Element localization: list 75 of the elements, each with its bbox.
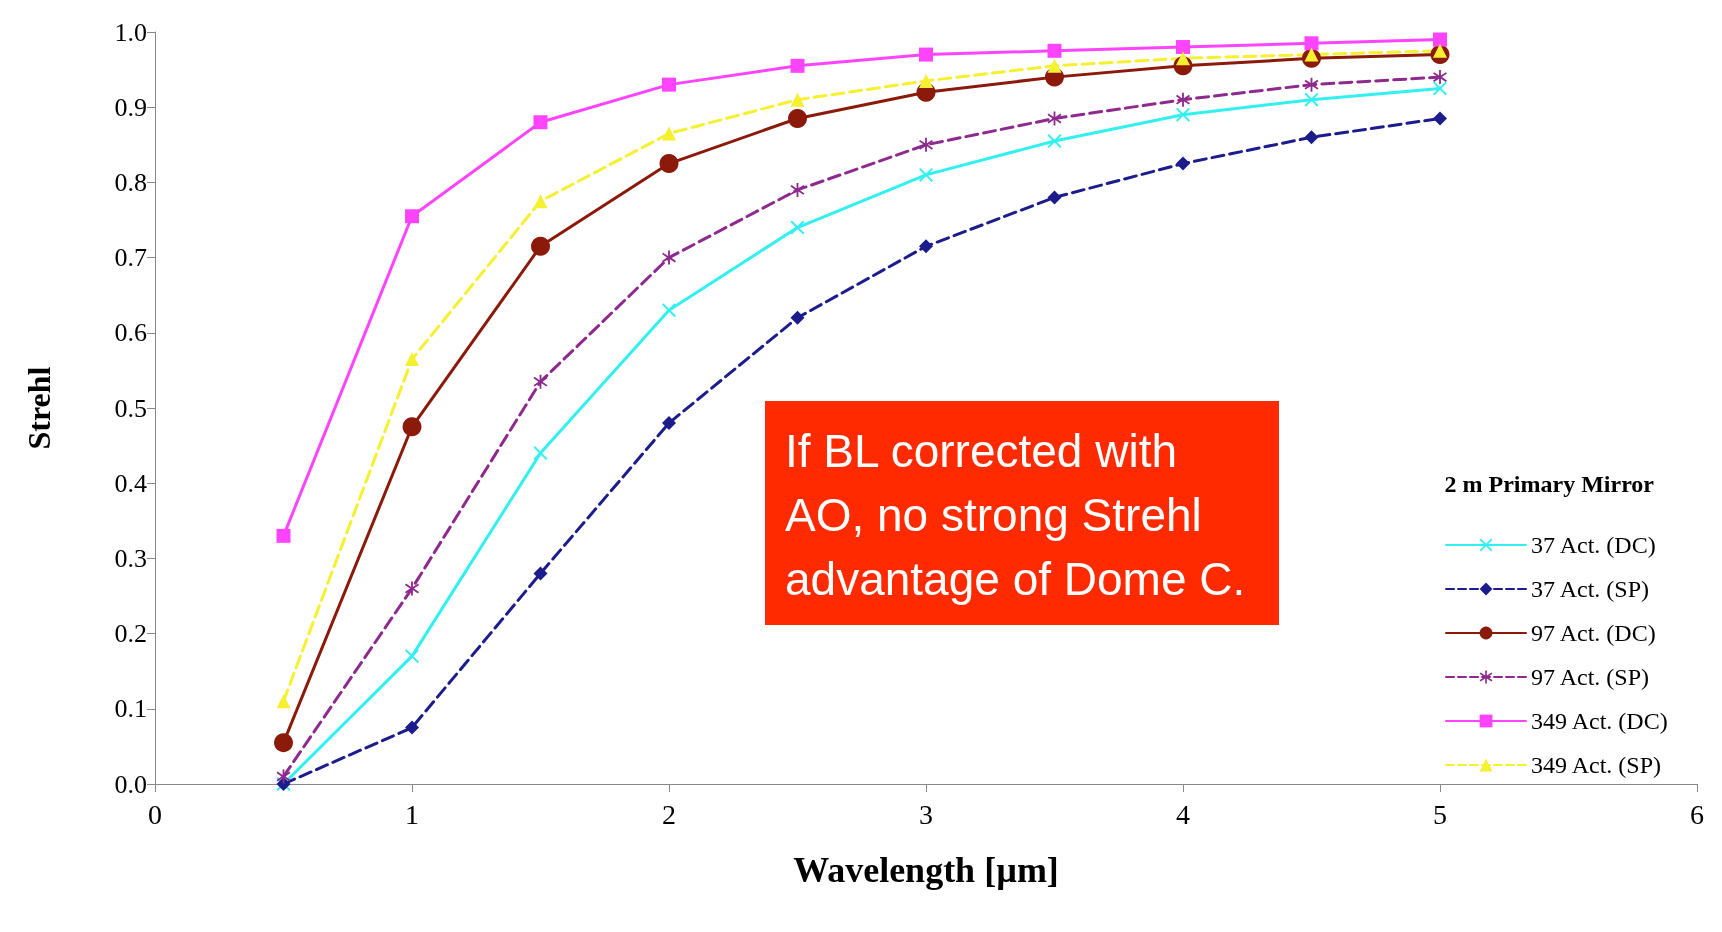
point bbox=[1176, 92, 1190, 107]
y-tick-label: 0.2 bbox=[114, 619, 147, 649]
point bbox=[533, 446, 548, 461]
point bbox=[276, 528, 291, 543]
point bbox=[1047, 43, 1062, 58]
point bbox=[790, 310, 805, 325]
x-tick-label: 0 bbox=[148, 798, 162, 830]
point bbox=[1433, 70, 1447, 85]
point bbox=[662, 250, 676, 265]
point bbox=[919, 137, 933, 152]
point bbox=[1176, 107, 1190, 122]
point bbox=[790, 220, 805, 235]
annotation: If BL corrected with AO, no strong Strehl advantage of Dome C. bbox=[785, 425, 1246, 605]
legend-label: 37 Act. (SP) bbox=[1531, 576, 1650, 602]
x-tick-label: 5 bbox=[1433, 798, 1447, 830]
point bbox=[662, 77, 676, 92]
point bbox=[405, 720, 419, 735]
point bbox=[1433, 111, 1447, 126]
point bbox=[533, 194, 548, 209]
y-tick-label: 0.3 bbox=[114, 543, 147, 573]
point bbox=[1304, 47, 1319, 62]
point bbox=[790, 58, 805, 73]
point bbox=[402, 417, 422, 437]
point bbox=[790, 92, 805, 107]
point bbox=[919, 239, 933, 254]
y-tick-label: 0.1 bbox=[114, 694, 147, 724]
point bbox=[1304, 36, 1319, 51]
legend-title: 2 m Primary Mirror bbox=[1444, 471, 1655, 497]
point bbox=[531, 236, 550, 256]
point bbox=[533, 115, 548, 130]
point bbox=[662, 303, 676, 318]
point bbox=[659, 154, 679, 174]
point bbox=[1047, 190, 1062, 205]
x-tick-label: 6 bbox=[1690, 798, 1704, 830]
point bbox=[405, 209, 419, 224]
point bbox=[405, 581, 419, 596]
legend-label: 97 Act. (SP) bbox=[1531, 664, 1650, 690]
legend-label: 97 Act. (DC) bbox=[1531, 620, 1656, 646]
legend-label: 349 Act. (DC) bbox=[1531, 708, 1668, 734]
point bbox=[1304, 92, 1319, 107]
x-tick-label: 2 bbox=[662, 798, 676, 830]
y-tick-label: 1.0 bbox=[114, 17, 147, 47]
point bbox=[1176, 156, 1190, 171]
point bbox=[662, 416, 676, 431]
point bbox=[919, 167, 933, 182]
point bbox=[1304, 130, 1319, 145]
x-tick-label: 4 bbox=[1176, 798, 1190, 830]
y-tick-label: 0.4 bbox=[114, 468, 147, 498]
point bbox=[1176, 40, 1190, 55]
y-tick-label: 0.6 bbox=[114, 318, 147, 348]
point bbox=[405, 649, 419, 664]
y-tick-label: 0.9 bbox=[114, 92, 147, 122]
point bbox=[274, 733, 293, 753]
point bbox=[1047, 58, 1062, 73]
point bbox=[533, 566, 548, 581]
point bbox=[533, 374, 548, 389]
legend-label: 349 Act. (SP) bbox=[1531, 752, 1662, 778]
point bbox=[1433, 81, 1447, 96]
point bbox=[919, 73, 933, 88]
y-tick-label: 0.8 bbox=[114, 167, 147, 197]
legend-label: 37 Act. (DC) bbox=[1531, 532, 1656, 558]
point bbox=[788, 108, 807, 128]
x-axis-title: Wavelength [µm] bbox=[793, 850, 1059, 890]
x-tick-label: 3 bbox=[919, 798, 933, 830]
point bbox=[1433, 32, 1447, 47]
point bbox=[405, 352, 419, 367]
y-axis-title: Strehl bbox=[21, 366, 57, 450]
y-tick-label: 0.5 bbox=[114, 393, 147, 423]
y-tick-label: 0.0 bbox=[114, 769, 147, 799]
y-tick-label: 0.7 bbox=[114, 243, 147, 273]
point bbox=[1304, 77, 1319, 92]
x-tick-label: 1 bbox=[405, 798, 419, 830]
point bbox=[276, 694, 291, 709]
point bbox=[662, 126, 676, 141]
point bbox=[919, 47, 933, 62]
